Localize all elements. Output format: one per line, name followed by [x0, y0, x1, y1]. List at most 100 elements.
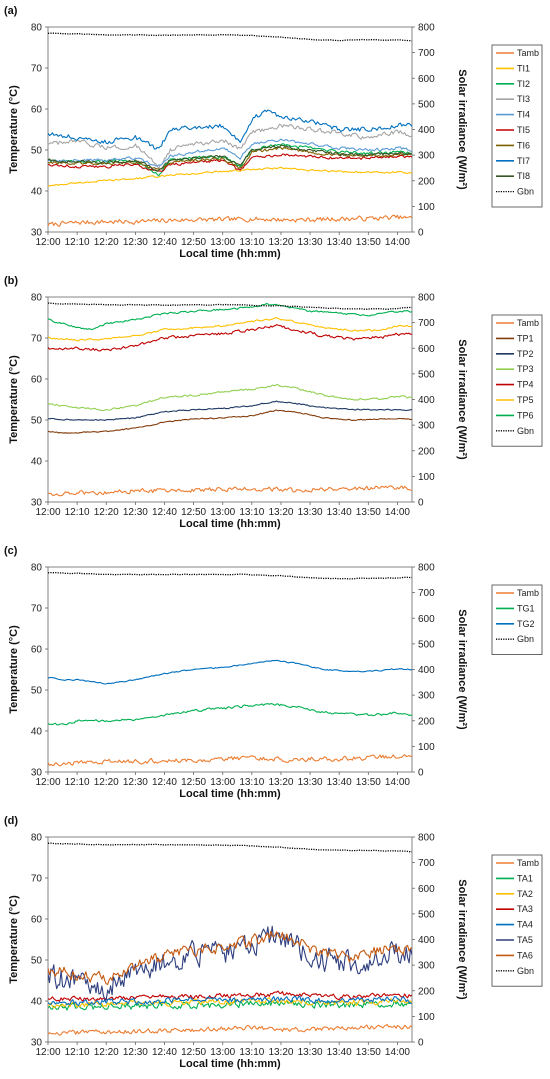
series-line-ti5	[48, 153, 412, 172]
series-line-tamb	[48, 754, 412, 767]
y2-tick-label: 800	[418, 23, 435, 34]
y-tick-label: 70	[31, 64, 43, 75]
y2-tick-label: 100	[418, 472, 435, 483]
x-tick-label: 13:00	[210, 777, 235, 788]
y2-tick-label: 800	[418, 833, 435, 844]
x-tick-label: 13:40	[327, 1047, 352, 1058]
x-tick-label: 12:30	[123, 1047, 148, 1058]
y2-tick-label: 600	[418, 344, 435, 355]
y-axis-label: Temperature (°C)	[8, 355, 20, 444]
x-tick-label: 12:10	[65, 777, 90, 788]
y-tick-label: 60	[31, 645, 43, 656]
y2-tick-label: 800	[418, 293, 435, 304]
y-tick-label: 30	[31, 498, 43, 509]
x-tick-label: 12:40	[152, 507, 177, 518]
x-tick-label: 12:20	[94, 777, 119, 788]
series-line-ti7	[48, 109, 412, 150]
legend-label: TA4	[517, 920, 533, 930]
panel-label: (a)	[4, 5, 18, 17]
legend-label: TP5	[517, 395, 534, 405]
x-tick-label: 13:40	[327, 237, 352, 248]
x-tick-label: 13:00	[210, 507, 235, 518]
y2-axis-label: Solar irradiance (W/m²)	[456, 609, 468, 730]
series-line-ti1	[48, 166, 412, 187]
x-axis-label: Local time (hh:mm)	[179, 518, 281, 530]
series-layer	[48, 302, 412, 497]
series-line-ti3	[48, 123, 412, 170]
x-tick-label: 14:00	[385, 237, 410, 248]
y2-tick-label: 700	[418, 858, 435, 869]
legend-label: Tamb	[517, 588, 539, 598]
series-line-tamb	[48, 1023, 412, 1036]
legend-label: TI8	[517, 171, 530, 181]
legend-label: Tamb	[517, 48, 539, 58]
y2-tick-label: 0	[418, 768, 424, 779]
x-tick-label: 12:40	[152, 237, 177, 248]
legend-label: TI7	[517, 156, 530, 166]
series-line-gbn	[48, 842, 412, 853]
legend-box	[491, 584, 543, 655]
y2-tick-label: 400	[418, 935, 435, 946]
x-tick-label: 12:20	[94, 1047, 119, 1058]
x-axis-label: Local time (hh:mm)	[179, 248, 281, 260]
legend-label: Gbn	[517, 634, 534, 644]
y2-tick-label: 700	[418, 48, 435, 59]
y-tick-label: 30	[31, 1038, 43, 1049]
x-tick-label: 12:30	[123, 237, 148, 248]
series-line-tp5	[48, 317, 412, 342]
x-tick-label: 13:30	[298, 237, 323, 248]
y2-tick-label: 400	[418, 395, 435, 406]
y-tick-label: 70	[31, 604, 43, 615]
y2-tick-label: 500	[418, 639, 435, 650]
y-tick-label: 50	[31, 686, 43, 697]
legend-label: TP2	[517, 349, 534, 359]
legend-label: TP6	[517, 410, 534, 420]
legend-label: TI6	[517, 140, 530, 150]
y-tick-label: 80	[31, 293, 43, 304]
x-axis-label: Local time (hh:mm)	[179, 788, 281, 800]
y2-tick-label: 700	[418, 318, 435, 329]
x-tick-label: 12:10	[65, 507, 90, 518]
y-tick-label: 40	[31, 457, 43, 468]
x-tick-label: 12:30	[123, 507, 148, 518]
y-axis-label: Temperature (°C)	[8, 895, 20, 984]
series-line-ti2	[48, 143, 412, 177]
x-tick-label: 13:50	[356, 1047, 381, 1058]
y-tick-label: 50	[31, 146, 43, 157]
y2-tick-label: 300	[418, 961, 435, 972]
legend-label: TA1	[517, 873, 533, 883]
y-tick-label: 50	[31, 416, 43, 427]
x-axis-label: Local time (hh:mm)	[179, 1058, 281, 1070]
legend-label: TP3	[517, 364, 534, 374]
series-line-tp6	[48, 303, 412, 331]
legend-label: Gbn	[517, 187, 534, 197]
x-tick-label: 12:00	[35, 237, 60, 248]
x-tick-label: 12:40	[152, 777, 177, 788]
x-tick-label: 13:30	[298, 507, 323, 518]
series-line-tamb	[48, 214, 412, 227]
series-line-ta2	[48, 997, 412, 1009]
y2-tick-label: 100	[418, 1012, 435, 1023]
chart-panel-1: (a)3040506070800100200300400500600700800…	[4, 5, 543, 260]
legend-label: TA5	[517, 935, 533, 945]
x-tick-label: 12:50	[181, 1047, 206, 1058]
panel-label: (c)	[4, 545, 18, 557]
x-tick-label: 14:00	[385, 777, 410, 788]
series-line-tg2	[48, 659, 412, 685]
x-tick-label: 13:10	[239, 777, 264, 788]
y2-tick-label: 300	[418, 151, 435, 162]
chart-panel-2: (b)3040506070800100200300400500600700800…	[4, 275, 543, 530]
legend-label: TG2	[517, 619, 535, 629]
x-tick-label: 13:20	[268, 1047, 293, 1058]
series-line-tp2	[48, 400, 412, 421]
x-tick-label: 13:40	[327, 777, 352, 788]
panel-label: (b)	[4, 275, 18, 287]
y2-tick-label: 0	[418, 498, 424, 509]
series-line-ti6	[48, 146, 412, 170]
legend-label: TG1	[517, 603, 535, 613]
legend: Tamb TI1 TI2 TI3 TI4 TI5 TI6 TI7 TI8 Gbn	[491, 44, 543, 208]
y2-tick-label: 200	[418, 986, 435, 997]
series-layer	[48, 32, 412, 227]
legend: Tamb TA1 TA2 TA3 TA4 TA5 TA6 Gbn	[491, 854, 543, 987]
